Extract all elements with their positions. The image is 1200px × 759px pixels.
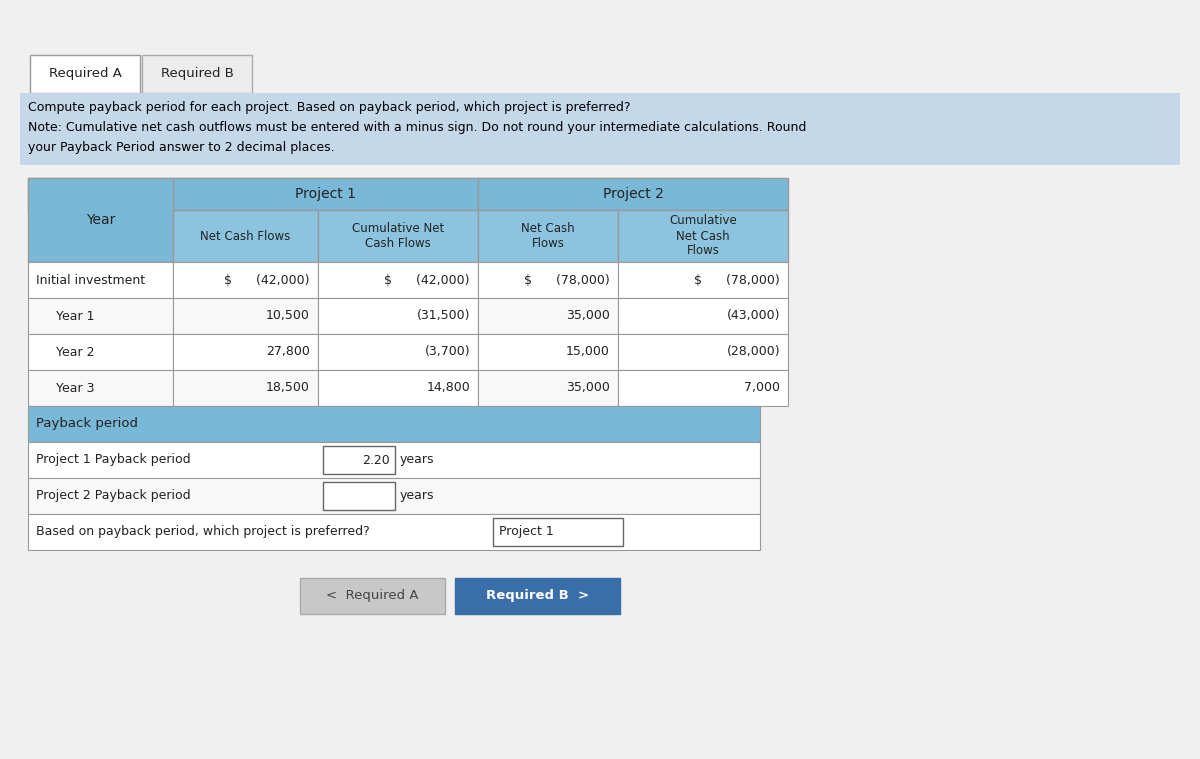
- Text: Net Cash
Flows: Net Cash Flows: [521, 222, 575, 250]
- Text: Required B: Required B: [161, 68, 234, 80]
- Bar: [28, 514, 760, 550]
- Text: $      (42,000): $ (42,000): [384, 273, 470, 286]
- Bar: [323, 482, 395, 510]
- Bar: [493, 518, 623, 546]
- Bar: [28, 178, 760, 210]
- Bar: [618, 298, 788, 334]
- Bar: [28, 442, 760, 478]
- Bar: [455, 578, 620, 614]
- Bar: [618, 334, 788, 370]
- Text: (3,700): (3,700): [425, 345, 470, 358]
- Bar: [618, 262, 788, 298]
- Text: 27,800: 27,800: [266, 345, 310, 358]
- Text: <  Required A: < Required A: [326, 590, 419, 603]
- Text: Project 1: Project 1: [295, 187, 356, 201]
- Bar: [28, 406, 760, 442]
- Text: Project 2 Payback period: Project 2 Payback period: [36, 490, 191, 502]
- Text: 10,500: 10,500: [266, 310, 310, 323]
- Text: Cumulative Net
Cash Flows: Cumulative Net Cash Flows: [352, 222, 444, 250]
- Text: 18,500: 18,500: [266, 382, 310, 395]
- Text: (31,500): (31,500): [416, 310, 470, 323]
- Text: Year 2: Year 2: [56, 345, 95, 358]
- Text: 2.20: 2.20: [362, 453, 390, 467]
- Bar: [28, 298, 173, 334]
- Text: Required B  >: Required B >: [486, 590, 589, 603]
- Text: Note: Cumulative net cash outflows must be entered with a minus sign. Do not rou: Note: Cumulative net cash outflows must …: [28, 121, 806, 134]
- Bar: [478, 178, 788, 210]
- Text: Payback period: Payback period: [36, 417, 138, 430]
- Text: Based on payback period, which project is preferred?: Based on payback period, which project i…: [36, 525, 370, 538]
- Bar: [173, 298, 318, 334]
- Text: Net Cash Flows: Net Cash Flows: [200, 229, 290, 242]
- Text: 35,000: 35,000: [566, 310, 610, 323]
- Bar: [323, 446, 395, 474]
- Bar: [28, 262, 173, 298]
- Text: (43,000): (43,000): [726, 310, 780, 323]
- Bar: [28, 478, 760, 514]
- Bar: [478, 262, 618, 298]
- Text: years: years: [400, 453, 434, 467]
- Text: Compute payback period for each project. Based on payback period, which project : Compute payback period for each project.…: [28, 100, 630, 114]
- Text: $      (78,000): $ (78,000): [695, 273, 780, 286]
- Text: 15,000: 15,000: [566, 345, 610, 358]
- Text: Year 3: Year 3: [56, 382, 95, 395]
- Bar: [478, 298, 618, 334]
- Text: 7,000: 7,000: [744, 382, 780, 395]
- Text: 14,800: 14,800: [426, 382, 470, 395]
- Text: Year 1: Year 1: [56, 310, 95, 323]
- Bar: [173, 262, 318, 298]
- Bar: [173, 210, 318, 262]
- Bar: [173, 370, 318, 406]
- Bar: [28, 178, 173, 262]
- Bar: [28, 370, 173, 406]
- Text: Required A: Required A: [48, 68, 121, 80]
- Bar: [30, 55, 140, 93]
- Text: Project 2: Project 2: [602, 187, 664, 201]
- Text: your Payback Period answer to 2 decimal places.: your Payback Period answer to 2 decimal …: [28, 140, 335, 153]
- Text: (28,000): (28,000): [726, 345, 780, 358]
- Bar: [300, 578, 445, 614]
- Bar: [28, 334, 173, 370]
- Bar: [478, 370, 618, 406]
- Bar: [478, 334, 618, 370]
- Text: Project 1: Project 1: [499, 525, 553, 538]
- Bar: [318, 370, 478, 406]
- Bar: [318, 262, 478, 298]
- Bar: [618, 210, 788, 262]
- Bar: [173, 334, 318, 370]
- Text: $      (78,000): $ (78,000): [524, 273, 610, 286]
- Bar: [318, 334, 478, 370]
- Text: $      (42,000): $ (42,000): [224, 273, 310, 286]
- Bar: [173, 178, 478, 210]
- Text: years: years: [400, 490, 434, 502]
- Bar: [142, 55, 252, 93]
- Bar: [318, 298, 478, 334]
- Text: Year: Year: [86, 213, 115, 227]
- Bar: [20, 93, 1180, 165]
- Text: Project 1 Payback period: Project 1 Payback period: [36, 453, 191, 467]
- Bar: [478, 210, 618, 262]
- Bar: [618, 370, 788, 406]
- Text: Initial investment: Initial investment: [36, 273, 145, 286]
- Text: 35,000: 35,000: [566, 382, 610, 395]
- Text: Cumulative
Net Cash
Flows: Cumulative Net Cash Flows: [670, 215, 737, 257]
- Bar: [318, 210, 478, 262]
